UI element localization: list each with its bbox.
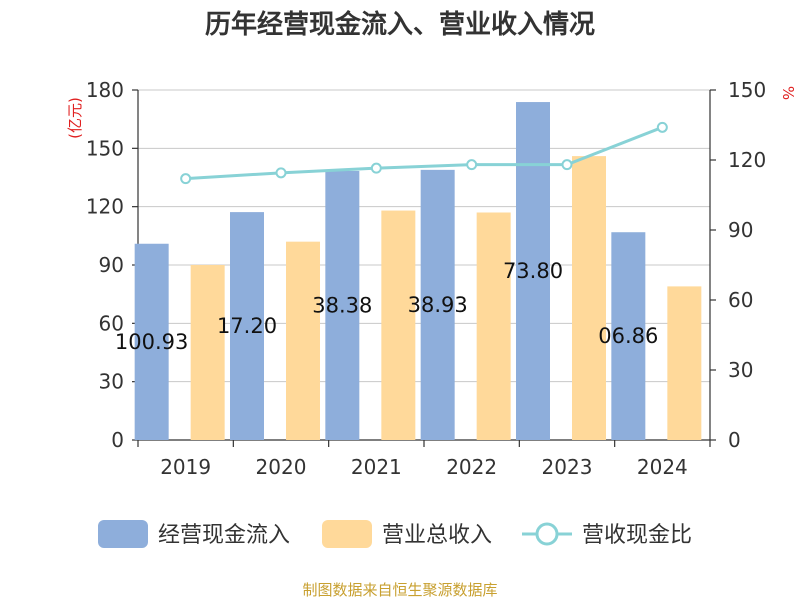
cash-inflow-bar <box>134 243 169 440</box>
right-tick-label: 0 <box>728 428 741 452</box>
x-tick-label: 2024 <box>637 455 688 479</box>
left-tick-label: 150 <box>86 136 124 160</box>
right-tick-label: 30 <box>728 358 753 382</box>
ratio-line-point <box>180 173 192 185</box>
revenue-bar <box>476 212 511 440</box>
axes: 0 30 60 90 120 150 180 0 30 60 90 120 150 2019 2020 202… <box>86 78 766 479</box>
x-tick-label: 2020 <box>256 455 307 479</box>
left-tick-label: 120 <box>86 195 124 219</box>
chart-title: 历年经营现金流入、营业收入情况 <box>205 9 595 40</box>
x-tick-label: 2021 <box>351 455 402 479</box>
data-source: 制图数据来自恒生聚源数据库 <box>302 581 497 599</box>
revenue-bar <box>190 265 225 440</box>
legend: 经营现金流入 营业总收入 营收现金比 <box>98 520 692 548</box>
cash-inflow-data-label: 100.93 <box>115 330 188 354</box>
legend-label-cash-inflow: 经营现金流入 <box>158 523 290 548</box>
left-tick-label: 60 <box>99 311 124 335</box>
left-tick-label: 30 <box>99 370 124 394</box>
right-tick-label: 120 <box>728 148 766 172</box>
cash-inflow-bar <box>420 169 455 440</box>
x-tick-label: 2023 <box>542 455 593 479</box>
revenue-bar <box>667 286 702 440</box>
x-tick-label: 2022 <box>446 455 497 479</box>
ratio-line-point <box>275 167 287 179</box>
legend-label-ratio: 营收现金比 <box>582 523 692 548</box>
ratio-line-point <box>370 162 382 174</box>
cash-inflow-data-label: 17.20 <box>217 314 277 338</box>
revenue-bar <box>572 156 606 440</box>
cash-inflow-bar <box>611 232 646 440</box>
revenue-bar <box>286 241 320 440</box>
ratio-line <box>180 121 668 185</box>
legend-marker-ratio <box>535 522 559 546</box>
right-tick-label: 60 <box>728 288 753 312</box>
legend-swatch-revenue <box>322 520 372 548</box>
cash-inflow-data-label: 38.93 <box>408 293 468 317</box>
legend-label-revenue: 营业总收入 <box>382 523 492 548</box>
ratio-line-point <box>656 121 668 133</box>
right-axis-unit: % <box>779 86 797 100</box>
cash-inflow-bar <box>516 102 550 441</box>
left-tick-label: 90 <box>99 253 124 277</box>
legend-swatch-cash-inflow <box>98 520 148 548</box>
ratio-line-path <box>185 125 663 181</box>
x-tick-label: 2019 <box>160 455 211 479</box>
bar-labels: 100.93 17.20 38.38 38.93 73.80 06.86 <box>115 259 658 354</box>
revenue-bar <box>381 210 416 440</box>
right-tick-label: 150 <box>728 78 766 102</box>
cash-inflow-data-label: 38.38 <box>312 293 372 317</box>
left-tick-label: 180 <box>86 78 124 102</box>
cash-inflow-bar <box>230 212 264 440</box>
left-axis-unit: (亿元) <box>66 97 84 139</box>
cash-inflow-data-label: 73.80 <box>503 259 563 283</box>
cash-inflow-bar <box>325 170 360 440</box>
cash-inflow-data-label: 06.86 <box>598 324 658 348</box>
bars <box>134 102 702 441</box>
left-tick-label: 0 <box>111 428 124 452</box>
right-tick-label: 90 <box>728 218 753 242</box>
ratio-line-point <box>466 159 478 171</box>
ratio-line-point <box>561 159 573 171</box>
